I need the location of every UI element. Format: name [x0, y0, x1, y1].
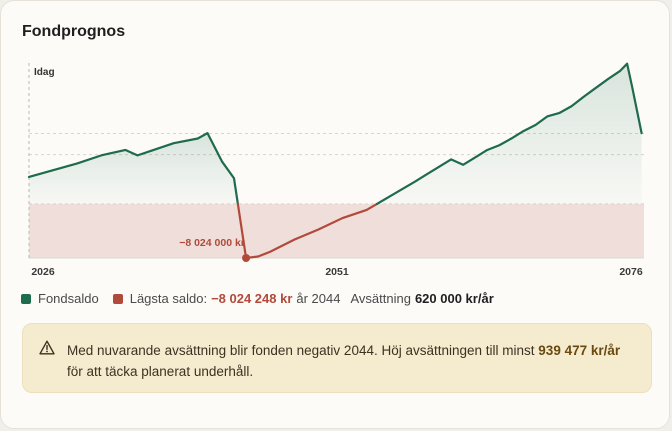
fund-forecast-chart: Idag −8 024 000 kr 2026 2051 2076 — [27, 62, 644, 278]
x-tick-label: 2026 — [31, 266, 55, 278]
lowest-point-label: −8 024 000 kr — [179, 237, 245, 249]
fund-balance-line — [375, 62, 643, 206]
legend-lowest-year: år 2044 — [296, 291, 341, 306]
fund-area-fill — [29, 133, 238, 204]
legend-contribution: Avsättning 620 000 kr/år — [350, 291, 493, 306]
lowest-point-marker — [242, 254, 251, 262]
card-title: Fondprognos — [22, 23, 126, 40]
today-label: Idag — [34, 67, 55, 78]
warning-triangle-icon — [39, 340, 55, 360]
legend-contribution-value: 620 000 kr/år — [414, 291, 494, 306]
warning-required-amount: 939 477 kr/år — [538, 343, 621, 358]
x-tick-label: 2051 — [325, 266, 349, 278]
legend-lowest-value: −8 024 248 kr — [211, 291, 293, 306]
warning-text-start: Med nuvarande avsättning blir fonden neg… — [67, 343, 539, 358]
negative-zone — [29, 203, 644, 258]
legend-lowest-swatch — [112, 293, 123, 304]
legend-lowest-label: Lägsta saldo: — [129, 291, 208, 306]
legend-fund: Fondsaldo — [21, 291, 99, 306]
legend-fund-label: Fondsaldo — [38, 291, 99, 306]
fund-balance-line — [27, 132, 239, 206]
chart-legend: Fondsaldo Lägsta saldo: −8 024 248 kr år… — [21, 291, 494, 306]
warning-text: Med nuvarande avsättning blir fonden neg… — [67, 340, 637, 382]
legend-contribution-label: Avsättning — [350, 291, 411, 306]
x-tick-label: 2076 — [619, 266, 643, 278]
warning-banner: Med nuvarande avsättning blir fonden neg… — [22, 323, 652, 393]
warning-text-end: för att täcka planerat underhåll. — [67, 364, 254, 379]
legend-fund-swatch — [21, 293, 31, 304]
fund-area-fill — [376, 63, 642, 204]
negative-balance-line — [236, 202, 379, 260]
legend-lowest: Lägsta saldo: −8 024 248 kr år 2044 — [112, 291, 341, 306]
